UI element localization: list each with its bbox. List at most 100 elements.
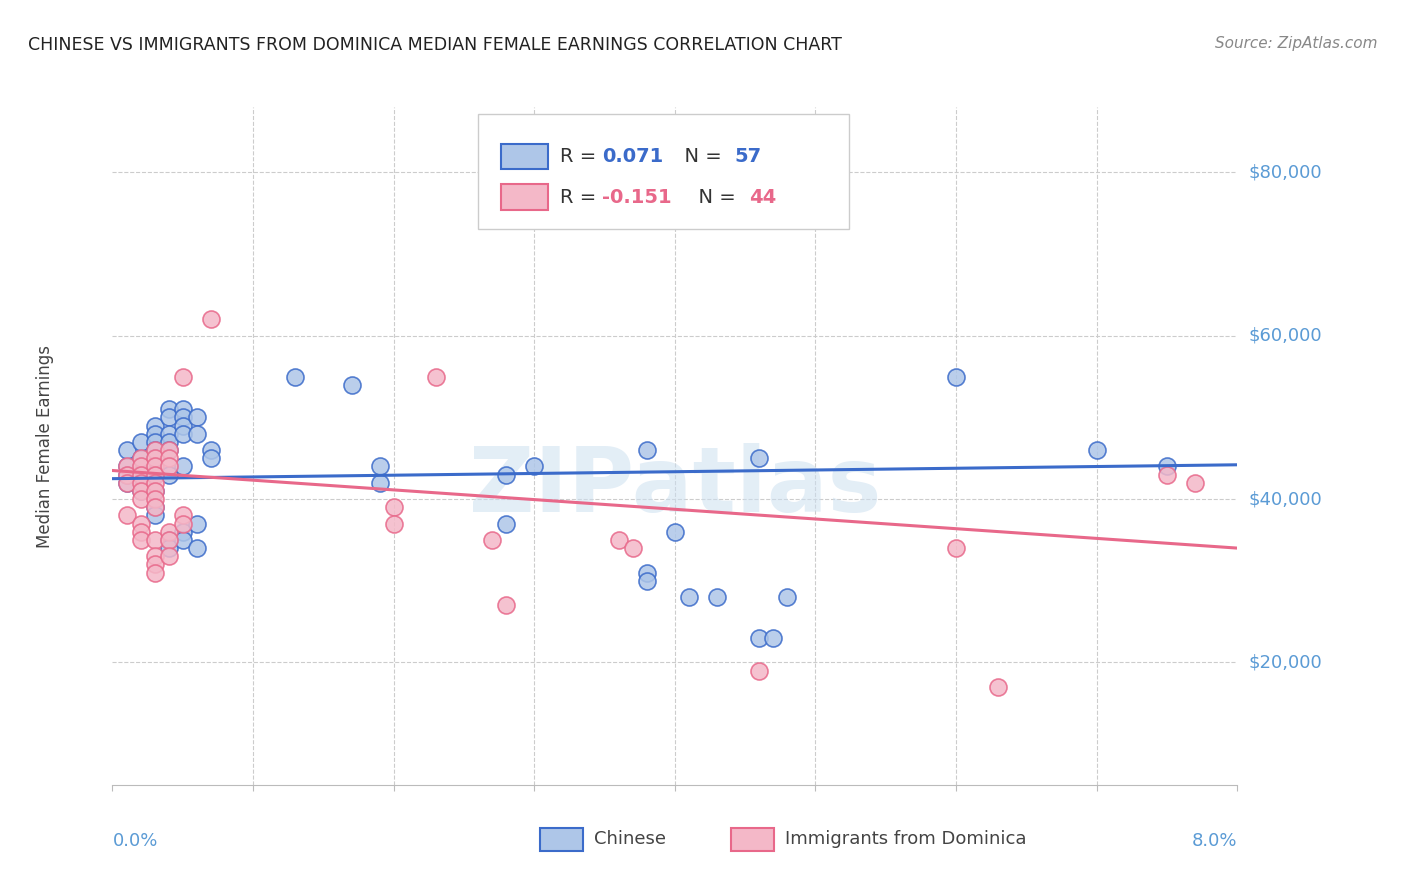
Point xyxy=(172,426,194,441)
Text: Median Female Earnings: Median Female Earnings xyxy=(37,344,53,548)
Point xyxy=(129,451,152,466)
Point xyxy=(481,533,503,547)
Point xyxy=(143,533,166,547)
Point xyxy=(143,451,166,466)
Point xyxy=(157,451,180,466)
Point xyxy=(284,369,307,384)
Text: ZIPatlas: ZIPatlas xyxy=(468,442,882,531)
Point xyxy=(115,467,138,482)
Point xyxy=(186,541,208,555)
Point xyxy=(495,467,517,482)
Text: $60,000: $60,000 xyxy=(1249,326,1322,344)
Point xyxy=(129,459,152,474)
Point xyxy=(115,459,138,474)
Point xyxy=(115,475,138,490)
Text: 57: 57 xyxy=(734,147,762,166)
Point xyxy=(143,549,166,564)
Text: CHINESE VS IMMIGRANTS FROM DOMINICA MEDIAN FEMALE EARNINGS CORRELATION CHART: CHINESE VS IMMIGRANTS FROM DOMINICA MEDI… xyxy=(28,36,842,54)
Point xyxy=(143,475,166,490)
Point xyxy=(172,459,194,474)
Point xyxy=(143,500,166,515)
Point xyxy=(382,516,405,531)
Point xyxy=(115,475,138,490)
Point xyxy=(186,426,208,441)
Point xyxy=(1085,443,1108,458)
Point xyxy=(621,541,644,555)
Point xyxy=(200,312,222,326)
Text: Chinese: Chinese xyxy=(593,830,666,848)
Point xyxy=(129,467,152,482)
Point xyxy=(762,631,785,645)
Point xyxy=(172,418,194,433)
FancyBboxPatch shape xyxy=(501,144,548,169)
Point xyxy=(368,459,391,474)
Point xyxy=(143,451,166,466)
Point xyxy=(382,500,405,515)
Point xyxy=(987,680,1010,694)
Point xyxy=(143,434,166,449)
Point xyxy=(172,516,194,531)
Point xyxy=(157,459,180,474)
Point xyxy=(143,467,166,482)
Point xyxy=(678,590,700,604)
Text: Immigrants from Dominica: Immigrants from Dominica xyxy=(785,830,1026,848)
Point xyxy=(143,443,166,458)
Point xyxy=(945,369,967,384)
Point xyxy=(129,459,152,474)
Point xyxy=(523,459,546,474)
FancyBboxPatch shape xyxy=(478,114,849,229)
Point xyxy=(748,451,770,466)
Point xyxy=(157,410,180,425)
Point xyxy=(186,410,208,425)
Point xyxy=(143,426,166,441)
Text: $40,000: $40,000 xyxy=(1249,490,1322,508)
Point xyxy=(157,541,180,555)
Point xyxy=(143,418,166,433)
FancyBboxPatch shape xyxy=(540,828,582,851)
Point xyxy=(157,524,180,539)
Point xyxy=(636,574,658,588)
Point xyxy=(157,549,180,564)
Point xyxy=(129,467,152,482)
Point xyxy=(776,590,799,604)
Point xyxy=(143,558,166,572)
Point xyxy=(495,599,517,613)
Point xyxy=(748,664,770,678)
Point xyxy=(636,443,658,458)
Text: 8.0%: 8.0% xyxy=(1192,832,1237,850)
Point xyxy=(186,516,208,531)
Text: $20,000: $20,000 xyxy=(1249,654,1322,672)
Text: R =: R = xyxy=(560,147,603,166)
Point xyxy=(172,508,194,523)
Text: -0.151: -0.151 xyxy=(602,187,672,207)
Point xyxy=(115,508,138,523)
Point xyxy=(115,467,138,482)
Point xyxy=(425,369,447,384)
Point xyxy=(706,590,728,604)
Point xyxy=(748,631,770,645)
Text: 44: 44 xyxy=(749,187,776,207)
Point xyxy=(607,533,630,547)
Point xyxy=(1156,467,1178,482)
Text: N =: N = xyxy=(672,147,727,166)
Point xyxy=(143,492,166,507)
Text: $80,000: $80,000 xyxy=(1249,163,1322,181)
Point xyxy=(157,402,180,417)
Point xyxy=(157,467,180,482)
Point xyxy=(172,533,194,547)
Point xyxy=(143,483,166,498)
Point xyxy=(157,443,180,458)
Point xyxy=(157,443,180,458)
Point xyxy=(115,459,138,474)
Point xyxy=(157,533,180,547)
Point xyxy=(172,402,194,417)
Point xyxy=(200,451,222,466)
Point xyxy=(340,377,363,392)
Point xyxy=(143,483,166,498)
Text: 0.071: 0.071 xyxy=(602,147,664,166)
Point xyxy=(129,483,152,498)
Point xyxy=(129,483,152,498)
Point xyxy=(172,524,194,539)
Point xyxy=(157,426,180,441)
Text: R =: R = xyxy=(560,187,603,207)
